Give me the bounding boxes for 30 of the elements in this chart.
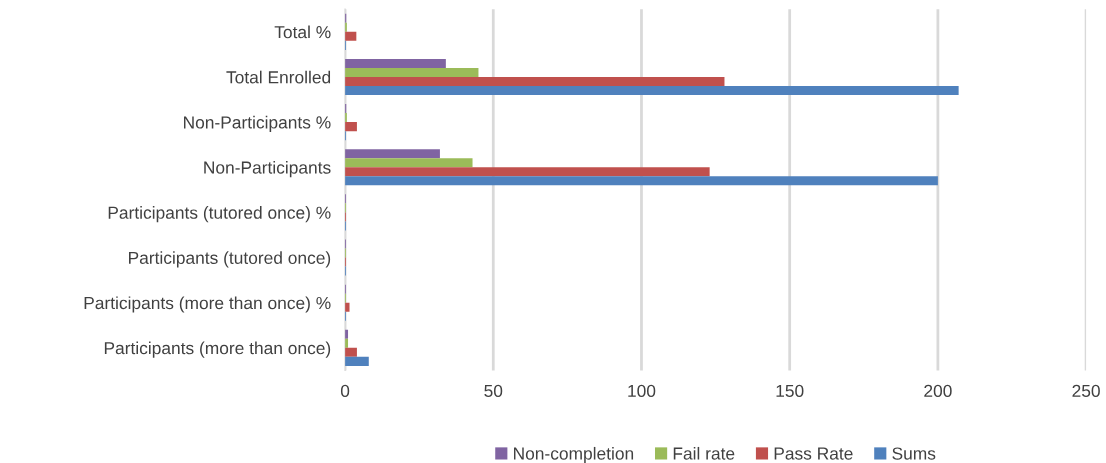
bar (345, 122, 357, 132)
bar (345, 76, 725, 86)
bar (345, 58, 446, 68)
bar (345, 167, 710, 177)
x-tick-label: 200 (924, 384, 952, 398)
y-tick-label: Participants (tutored once) (129, 251, 331, 268)
y-tick-label: Non-Participants (204, 160, 331, 178)
y-tick-label: Participants (more than once) % (84, 296, 331, 313)
legend-label: Sums (892, 447, 936, 460)
bar (345, 356, 369, 366)
x-tick-label: 150 (776, 384, 804, 398)
bar (345, 302, 350, 312)
bar (345, 176, 938, 186)
x-tick-label: 100 (628, 384, 656, 398)
x-tick-label: 50 (484, 384, 503, 398)
bar (345, 149, 440, 159)
y-tick-label: Total % (274, 25, 331, 39)
x-tick-label: 250 (1072, 384, 1100, 398)
legend-label: Pass Rate (774, 447, 853, 460)
legend-label: Fail rate (673, 446, 735, 460)
y-tick-label: Non-Participants % (184, 115, 331, 133)
y-tick-label: Total Enrolled (226, 70, 331, 84)
bar (345, 86, 959, 96)
bar (345, 67, 479, 77)
y-tick-label: Participants (more than once) (104, 341, 331, 358)
bar (345, 158, 473, 168)
bar (345, 347, 357, 357)
legend-label: Non-completion (514, 446, 634, 463)
x-tick-label: 0 (340, 384, 350, 398)
y-tick-label: Participants (tutored once) % (108, 206, 331, 223)
